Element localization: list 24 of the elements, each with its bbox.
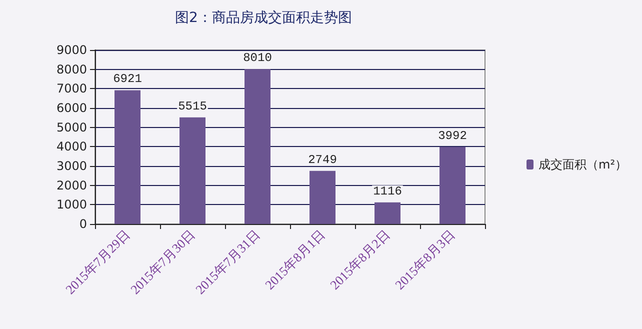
chart-title: 图2：商品房成交面积走势图 [175,10,352,26]
data-label: 3992 [438,128,467,143]
bar [310,170,336,224]
bar [180,117,206,224]
data-label: 5515 [178,99,207,114]
data-label: 1116 [373,184,402,198]
y-tick-label: 1000 [56,198,87,212]
data-label: 6921 [113,72,142,86]
y-tick-label: 9000 [56,43,87,57]
y-tick-label: 7000 [56,82,87,96]
bar [114,90,140,224]
y-tick-label: 0 [79,217,87,231]
y-tick-label: 4000 [56,140,87,154]
data-label: 8010 [243,51,272,66]
bar [374,202,400,224]
y-tick-label: 6000 [56,101,87,115]
bar [244,69,270,224]
bar [440,146,466,224]
y-tick-label: 5000 [56,120,87,134]
y-tick-label: 2000 [56,178,87,192]
data-label: 2749 [308,152,337,167]
legend-label: 成交面积（m²） [538,158,627,172]
y-tick-label: 3000 [56,159,87,173]
y-tick-label: 8000 [56,62,87,76]
